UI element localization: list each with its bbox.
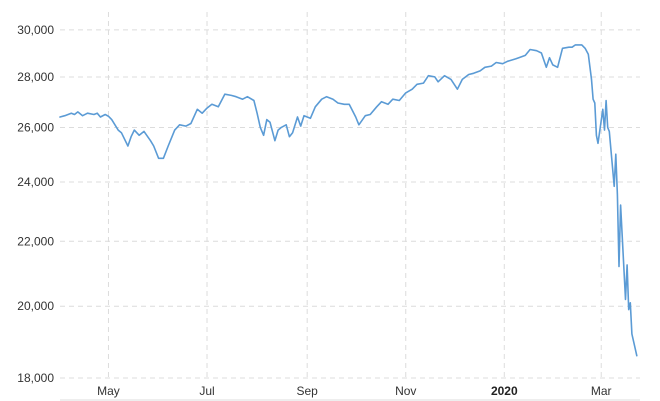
grid [60,12,640,379]
y-tick-label: 18,000 [17,371,54,385]
y-tick-label: 26,000 [17,120,54,134]
y-tick-label: 22,000 [17,234,54,248]
y-tick-label: 30,000 [17,23,54,37]
series-layer [59,44,638,357]
y-tick-label: 28,000 [17,70,54,84]
series-line [59,44,638,357]
y-tick-label: 24,000 [17,175,54,189]
x-tick-label: Jul [199,384,214,398]
y-tick-label: 20,000 [17,299,54,313]
x-axis: May Jul Sep Nov 2020 Mar [60,384,640,401]
x-tick-label: Sep [297,384,319,398]
x-tick-label: Mar [591,384,612,398]
x-tick-label: May [97,384,120,398]
y-axis: 18,000 20,000 22,000 24,000 26,000 28,000 30,0… [17,23,54,385]
x-tick-label: Nov [395,384,416,398]
x-tick-label: 2020 [491,384,518,398]
